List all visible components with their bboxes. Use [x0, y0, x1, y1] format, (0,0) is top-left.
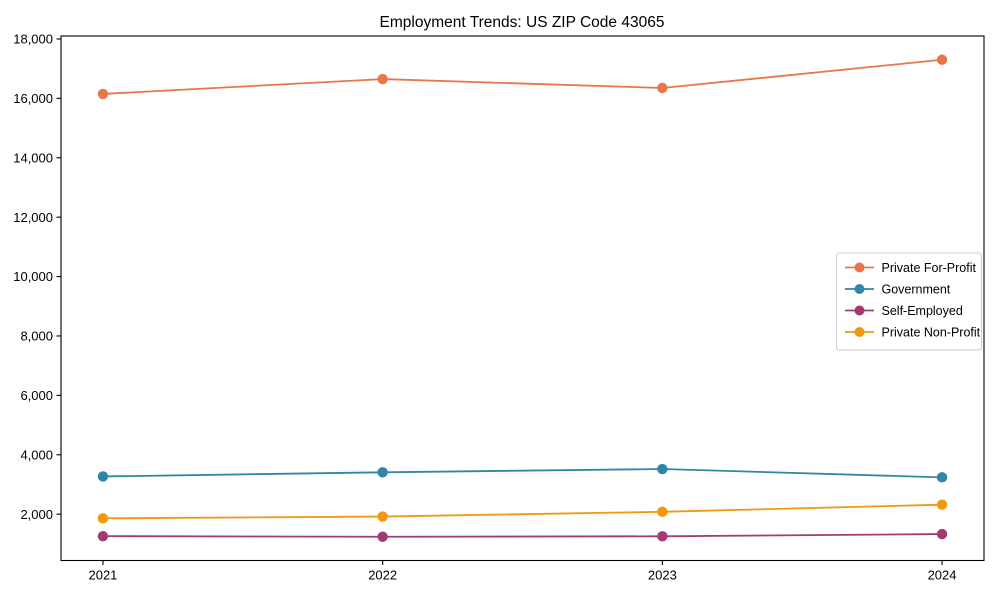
data-point-self-employed-2021 [97, 530, 109, 542]
data-point-private-non-profit-2023 [657, 506, 668, 517]
data-point-government-2021 [97, 471, 109, 482]
series-line-private-non-profit [102, 503, 943, 520]
legend-label: Private For-Profit [882, 261, 977, 275]
legend-item-self-employed: Self-Employed [845, 304, 963, 318]
data-point-private-for-profit-2023 [657, 82, 668, 94]
chart-title: Employment Trends: US ZIP Code 43065 [380, 14, 665, 31]
series-line-private-for-profit [102, 58, 943, 95]
data-point-private-for-profit-2022 [377, 73, 388, 85]
y-tick-label: 2,000 [20, 507, 53, 522]
y-tick-label: 12,000 [13, 210, 53, 225]
legend-item-private-for-profit: Private For-Profit [845, 261, 976, 275]
data-point-government-2023 [657, 463, 668, 475]
x-tick-label-2022: 2022 [368, 568, 397, 583]
legend-item-private-non-profit: Private Non-Profit [845, 326, 981, 340]
data-point-government-2022 [377, 467, 388, 478]
x-tick-label-2023: 2023 [648, 568, 677, 583]
x-tick-label-2024: 2024 [928, 568, 957, 583]
legend: Private For-Profit Government Self-Employe… [836, 252, 982, 351]
legend-marker-icon [854, 262, 865, 273]
y-tick-label: 18,000 [13, 32, 53, 47]
y-tick-label: 14,000 [13, 150, 53, 165]
y-tick-label: 4,000 [20, 447, 53, 462]
plot-border [60, 35, 985, 562]
y-tick-label: 6,000 [20, 388, 53, 403]
legend-label: Government [882, 283, 951, 297]
series-line-government [102, 468, 943, 479]
data-point-private-non-profit-2021 [97, 513, 109, 524]
data-point-government-2024 [936, 472, 948, 483]
data-point-private-for-profit-2021 [97, 88, 109, 100]
data-point-self-employed-2023 [657, 531, 668, 542]
data-point-self-employed-2024 [936, 528, 948, 540]
legend-marker-icon [854, 284, 865, 294]
legend-marker-icon [854, 305, 865, 316]
legend-item-government: Government [845, 283, 951, 297]
legend-label: Private Non-Profit [882, 326, 981, 340]
y-tick-label: 10,000 [13, 269, 53, 284]
legend-marker-icon [854, 327, 865, 337]
series-line-self-employed [102, 533, 943, 538]
data-point-private-non-profit-2024 [936, 499, 948, 510]
data-point-self-employed-2022 [377, 531, 388, 542]
y-tick-label: 8,000 [20, 329, 53, 344]
legend-box [836, 252, 982, 351]
y-tick-label: 16,000 [13, 91, 53, 106]
plot-area: 2,000 4,000 6,000 8,000 10,000 12,000 14,000 16… [13, 32, 985, 583]
legend-label: Self-Employed [882, 304, 963, 318]
data-point-private-non-profit-2022 [377, 511, 388, 522]
x-tick-label-2021: 2021 [88, 568, 117, 583]
data-point-private-for-profit-2024 [936, 54, 948, 65]
